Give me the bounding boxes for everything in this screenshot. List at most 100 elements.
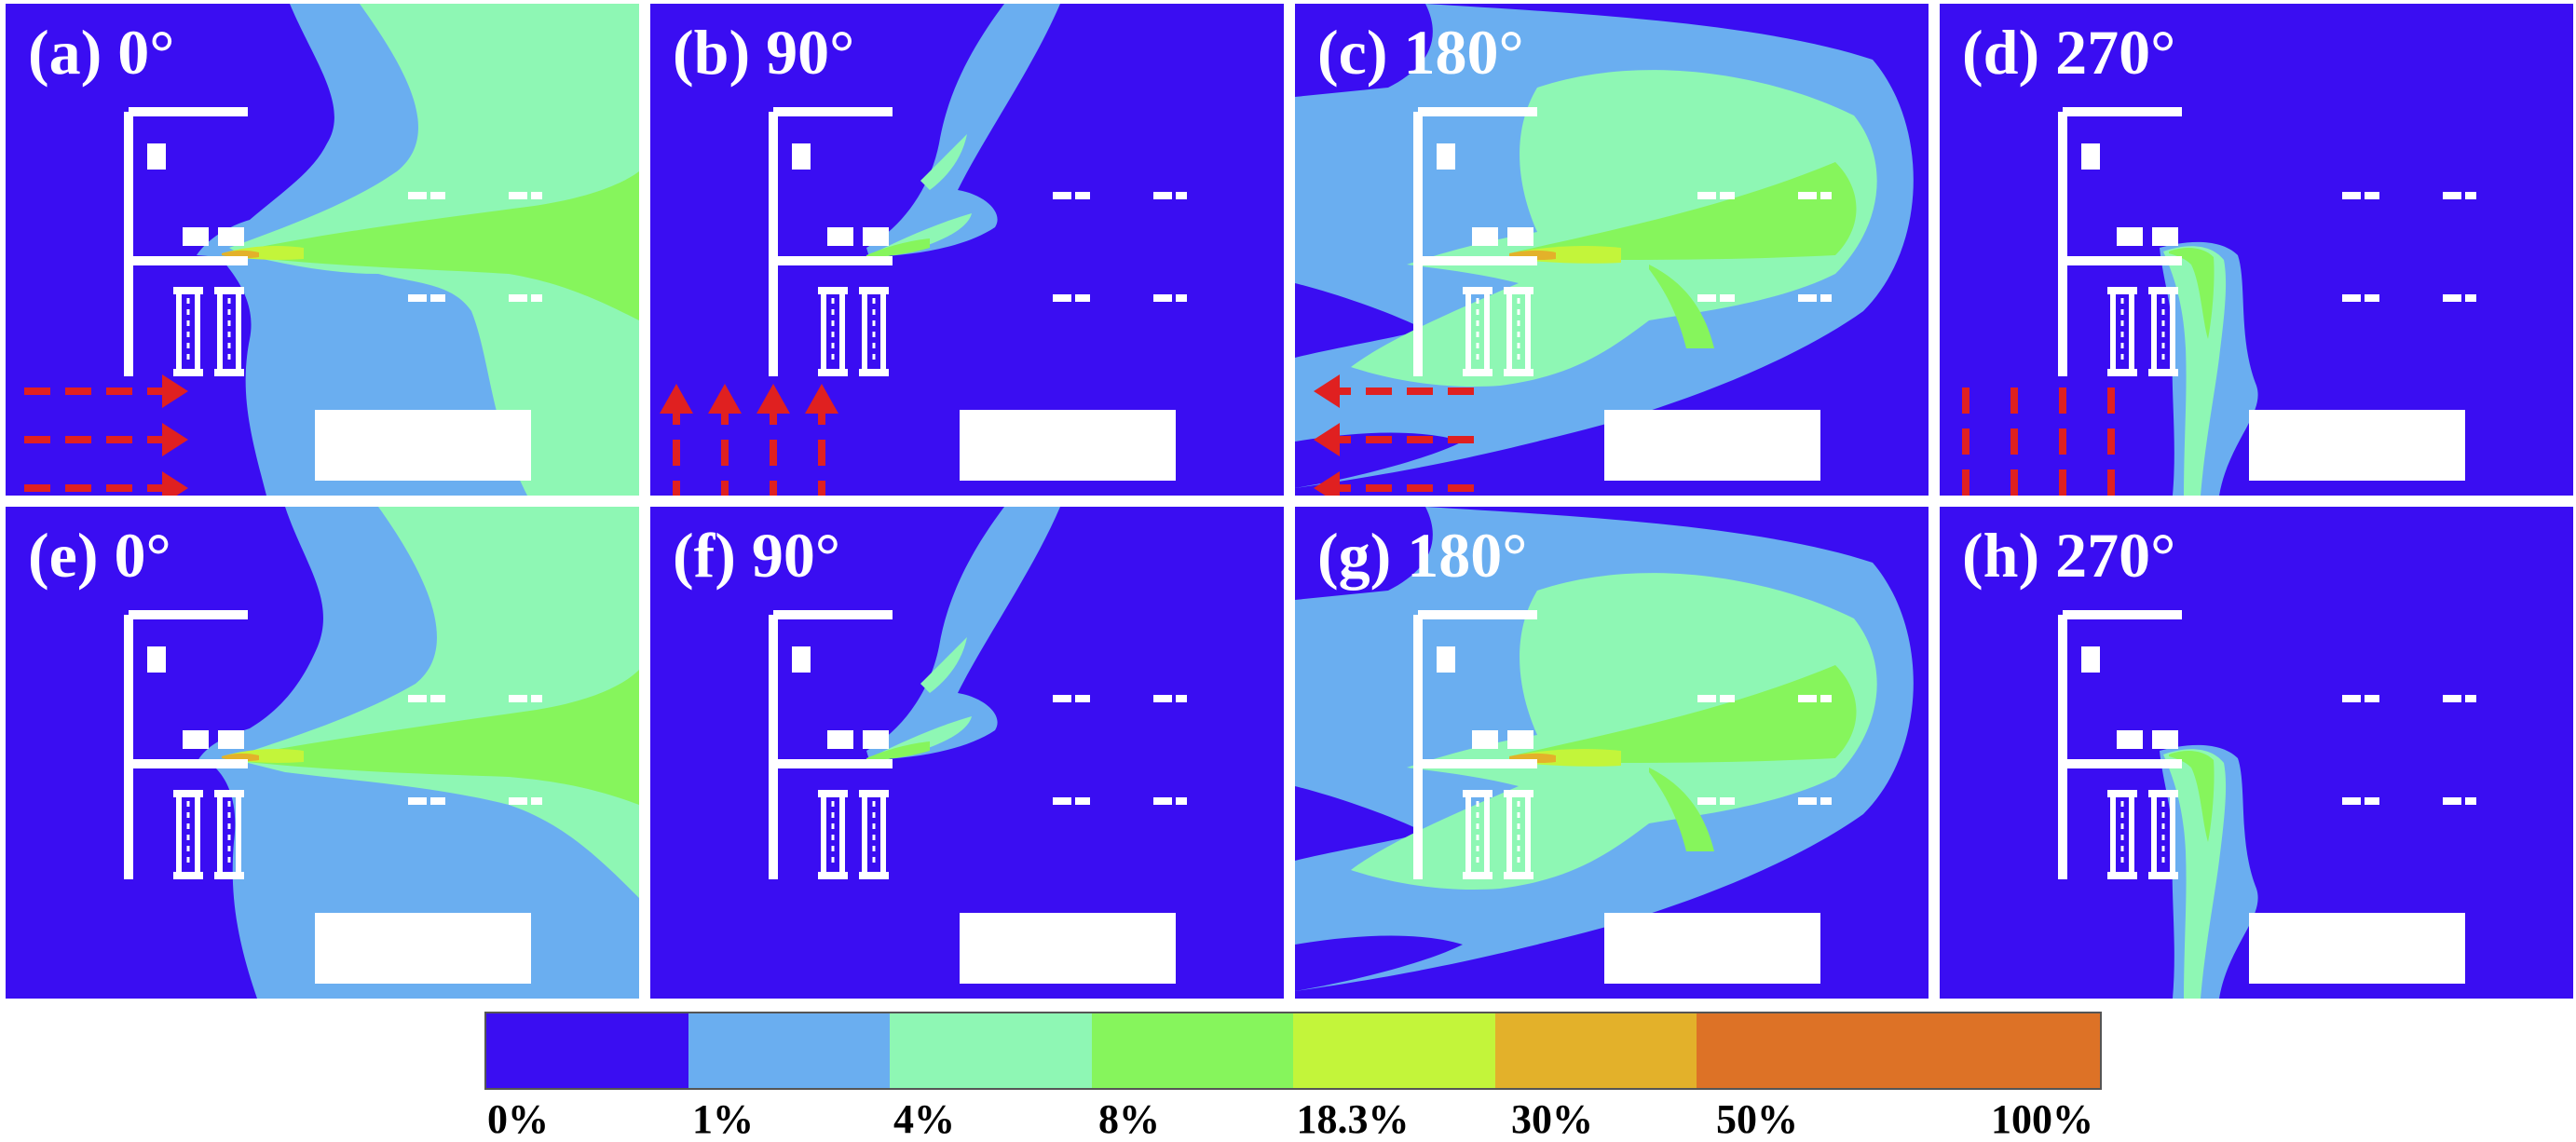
dash-building <box>1720 797 1735 805</box>
column-cap-top <box>818 790 848 797</box>
dash-building <box>1820 294 1832 302</box>
site-layout-group <box>124 610 542 984</box>
large-building <box>1604 913 1820 984</box>
dash-building <box>2342 695 2361 702</box>
column-cap-bottom <box>2107 872 2137 879</box>
dash-building <box>408 294 427 302</box>
contour-panel-h: (h) 270° <box>1940 507 2573 999</box>
block-building <box>2152 227 2178 246</box>
plume-contour-a <box>24 4 639 496</box>
dash-building <box>430 695 445 702</box>
legend-label-3: 8% <box>1098 1096 1160 1142</box>
site-layout-group <box>24 107 542 496</box>
dash-building <box>1820 695 1832 702</box>
large-building <box>1604 410 1820 481</box>
column-cap-bottom <box>173 872 203 879</box>
dash-building <box>2342 294 2361 302</box>
legend-label-7: 100% <box>1991 1096 2093 1142</box>
column-cap-top <box>818 287 848 294</box>
column-cap-top <box>173 287 203 294</box>
dash-building <box>1176 695 1187 702</box>
block-building <box>183 227 209 246</box>
dash-building <box>1153 695 1172 702</box>
contour-panel-g: (g) 180° <box>1295 507 1929 999</box>
dash-building <box>430 192 445 199</box>
small-block-building <box>792 646 811 673</box>
block-building <box>1472 227 1498 246</box>
block-building <box>218 730 244 749</box>
dash-building <box>1075 797 1090 805</box>
dash-building <box>1820 797 1832 805</box>
block-building <box>1507 730 1533 749</box>
plume-contour-b <box>660 4 1187 496</box>
small-block-building <box>147 143 166 170</box>
site-layout-group <box>660 107 1187 496</box>
site-layout-group <box>2058 610 2476 984</box>
plume-contour-d <box>1962 107 2476 496</box>
column-cap-top <box>1463 287 1492 294</box>
panel-label: (c) 180° <box>1317 17 1524 88</box>
dash-building <box>2443 294 2461 302</box>
panel-label: (d) 270° <box>1962 17 2176 88</box>
legend-swatch-6 <box>1697 1013 2100 1088</box>
column-cap-top <box>2107 790 2137 797</box>
column-cap-top <box>2148 790 2178 797</box>
dash-building <box>408 192 427 199</box>
legend-label-0: 0% <box>487 1096 549 1142</box>
column-cap-bottom <box>1504 872 1533 879</box>
small-block-building <box>792 143 811 170</box>
legend-label-1: 1% <box>692 1096 754 1142</box>
dash-building <box>509 294 527 302</box>
dash-building <box>408 695 427 702</box>
wind-arrow-head <box>660 384 693 414</box>
column-cap-top <box>214 790 244 797</box>
contour-panel-f: (f) 90° <box>650 507 1284 999</box>
dash-building <box>1053 192 1071 199</box>
dash-building <box>2365 695 2379 702</box>
large-building <box>315 913 531 984</box>
site-layout-group <box>1314 107 1832 496</box>
wind-arrow-head <box>708 384 742 414</box>
dash-building <box>430 797 445 805</box>
small-block-building <box>1437 143 1455 170</box>
dash-building <box>1720 695 1735 702</box>
dash-building <box>1798 294 1817 302</box>
large-building <box>315 410 531 481</box>
column-cap-top <box>1504 790 1533 797</box>
block-building <box>218 227 244 246</box>
panel-label: (a) 0° <box>28 17 175 88</box>
site-layout-group <box>1962 107 2476 496</box>
legend-label-2: 4% <box>893 1096 955 1142</box>
block-building <box>827 730 853 749</box>
column-cap-bottom <box>214 872 244 879</box>
plume-contour-c <box>1295 4 1914 496</box>
block-building <box>2117 227 2143 246</box>
large-building <box>960 913 1176 984</box>
dash-building <box>1153 797 1172 805</box>
dash-building <box>1720 294 1735 302</box>
dash-building <box>1075 695 1090 702</box>
legend-swatch-2 <box>890 1013 1092 1088</box>
wind-arrow-head <box>162 374 188 408</box>
dash-building <box>531 192 542 199</box>
site-layout-group <box>769 610 1187 984</box>
contour-panel-c: (c) 180° <box>1295 4 1929 496</box>
wind-arrow-head <box>805 384 838 414</box>
dash-building <box>1176 294 1187 302</box>
dash-building <box>1176 797 1187 805</box>
dash-building <box>2443 695 2461 702</box>
block-building <box>863 730 889 749</box>
dash-building <box>2443 797 2461 805</box>
legend-swatch-0 <box>486 1013 688 1088</box>
dash-building <box>531 797 542 805</box>
dash-building <box>1697 294 1716 302</box>
small-block-building <box>147 646 166 673</box>
column-cap-bottom <box>818 369 848 376</box>
column-cap-bottom <box>2107 369 2137 376</box>
panel-label: (g) 180° <box>1317 520 1528 591</box>
dash-building <box>509 192 527 199</box>
legend-label-6: 50% <box>1716 1096 1798 1142</box>
column-cap-bottom <box>1463 369 1492 376</box>
large-building <box>2249 913 2465 984</box>
block-building <box>863 227 889 246</box>
